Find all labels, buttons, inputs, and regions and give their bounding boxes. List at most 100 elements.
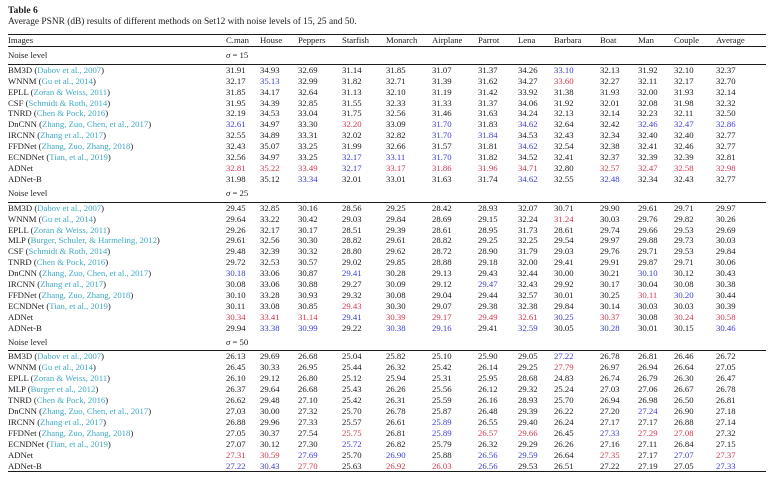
psnr-value: 29.41 <box>342 268 362 279</box>
psnr-value: 31.14 <box>298 311 318 322</box>
psnr-value: 29.91 <box>600 257 620 268</box>
psnr-value: 29.41 <box>342 311 362 322</box>
citation-link[interactable]: Gu et al., 2014 <box>41 362 93 373</box>
psnr-value: 32.66 <box>386 141 406 152</box>
column-header: Barbara <box>554 34 600 47</box>
method-row: ADNet 27.31 30.59 27.69 25.70 26.90 25.88 26.56… <box>8 450 766 461</box>
psnr-value: 25.42 <box>432 362 452 373</box>
psnr-value: 28.68 <box>518 373 538 384</box>
method-row: ADNet 32.81 35.22 33.49 32.17 33.17 31.86 31.96… <box>8 163 766 174</box>
method-cell: TNRD (Chen & Pock, 2016) <box>8 108 109 119</box>
citation-link[interactable]: Zhang et al., 2017 <box>40 416 104 427</box>
citation-link[interactable]: Burger et al., 2012 <box>30 384 96 395</box>
method-name: ECNDNet <box>8 152 45 163</box>
psnr-value: 32.14 <box>600 108 620 119</box>
citation-link[interactable]: Burger, Schuler, & Harmeling, 2012 <box>30 235 157 246</box>
citation-link[interactable]: Tian, et al., 2019 <box>49 438 108 449</box>
psnr-value: 31.98 <box>226 173 246 184</box>
citation-link[interactable]: Gu et al., 2014 <box>41 75 93 86</box>
citation-link[interactable]: Zhang, Zuo, Chen, et al., 2017 <box>42 119 149 130</box>
citation-link[interactable]: Zoran & Weiss, 2011 <box>33 86 108 97</box>
citation-link[interactable]: Chen & Pock, 2016 <box>36 257 106 268</box>
psnr-value: 30.21 <box>600 268 620 279</box>
column-header-row: Images C.man House Peppers Starfish Monarch Ai… <box>8 34 766 47</box>
citation-link[interactable]: Chen & Pock, 2016 <box>36 108 106 119</box>
method-row: ECNDNet (Tian, et al., 2019) 30.11 33.08 30… <box>8 301 766 312</box>
method-cell: ECNDNet (Tian, et al., 2019) <box>8 438 111 449</box>
psnr-value: 26.45 <box>554 427 574 438</box>
psnr-value: 32.13 <box>554 108 574 119</box>
citation-link[interactable]: Chen & Pock, 2016 <box>36 395 106 406</box>
psnr-value: 32.99 <box>298 75 318 86</box>
psnr-value: 33.30 <box>298 119 318 130</box>
citation-link[interactable]: Zhang et al., 2017 <box>40 130 104 141</box>
psnr-value: 27.70 <box>298 460 318 471</box>
psnr-value: 27.16 <box>600 438 620 449</box>
psnr-value: 26.92 <box>386 460 406 471</box>
method-name: BM3D <box>8 64 33 75</box>
psnr-value: 35.12 <box>260 173 280 184</box>
psnr-value: 26.47 <box>716 373 736 384</box>
psnr-value: 34.06 <box>518 97 538 108</box>
citation-link[interactable]: Gu et al., 2014 <box>41 213 93 224</box>
citation-link[interactable]: Zhang, Zuo, Zhang, 2018 <box>41 141 131 152</box>
psnr-value: 32.11 <box>638 75 658 86</box>
psnr-value: 29.07 <box>432 300 452 311</box>
citation-link[interactable]: Dabov et al., 2007 <box>37 351 102 362</box>
psnr-value: 32.57 <box>600 162 620 173</box>
psnr-value: 32.86 <box>716 119 736 130</box>
sigma-symbol: σ <box>226 49 231 60</box>
psnr-value: 30.30 <box>386 300 406 311</box>
citation-link[interactable]: Dabov et al., 2007 <box>37 64 102 75</box>
psnr-value: 30.85 <box>298 300 318 311</box>
psnr-value: 30.03 <box>674 300 694 311</box>
citation-link[interactable]: Zhang, Zuo, Zhang, 2018 <box>41 289 131 300</box>
citation-link[interactable]: Schmidt & Roth, 2014 <box>28 246 108 257</box>
psnr-value: 28.93 <box>478 202 498 213</box>
psnr-value: 26.45 <box>226 362 246 373</box>
psnr-value: 29.84 <box>716 246 736 257</box>
psnr-value: 30.46 <box>716 322 736 333</box>
method-row: FFDNet (Zhang, Zuo, Zhang, 2018) 32.43 35.… <box>8 141 766 152</box>
psnr-value: 32.61 <box>518 311 538 322</box>
method-cell: TNRD (Chen & Pock, 2016) <box>8 395 109 406</box>
psnr-value: 31.93 <box>600 86 620 97</box>
citation-link[interactable]: Zhang et al., 2017 <box>40 279 104 290</box>
psnr-value: 27.79 <box>554 362 574 373</box>
psnr-value: 32.10 <box>674 64 694 75</box>
citation-link[interactable]: Schmidt & Roth, 2014 <box>28 97 108 108</box>
psnr-value: 29.64 <box>260 384 280 395</box>
psnr-value: 32.37 <box>600 152 620 163</box>
method-row: FFDNet (Zhang, Zuo, Zhang, 2018) 27.05 30.… <box>8 428 766 439</box>
psnr-value: 32.33 <box>386 97 406 108</box>
citation-link[interactable]: Dabov et al., 2007 <box>37 202 102 213</box>
citation-link[interactable]: Zhang, Zuo, Chen, et al., 2017 <box>42 268 149 279</box>
citation-link[interactable]: Zoran & Weiss, 2011 <box>33 373 108 384</box>
method-row: IRCNN (Zhang et al., 2017) 30.08 33.06 30.8… <box>8 279 766 290</box>
method-name: DnCNN <box>8 268 37 279</box>
psnr-value: 30.93 <box>298 289 318 300</box>
citation-link[interactable]: Zhang, Zuo, Zhang, 2018 <box>41 427 131 438</box>
psnr-value: 29.13 <box>432 268 452 279</box>
psnr-value: 32.32 <box>716 97 736 108</box>
psnr-value: 31.70 <box>432 119 452 130</box>
citation-link[interactable]: Zoran & Weiss, 2011 <box>33 224 108 235</box>
psnr-value: 29.71 <box>674 202 694 213</box>
citation-link[interactable]: Zhang, Zuo, Chen, et al., 2017 <box>42 406 149 416</box>
method-name: EPLL <box>8 373 29 384</box>
method-cell: WNNM (Gu et al., 2014) <box>8 213 96 224</box>
psnr-value: 27.06 <box>638 384 658 395</box>
psnr-value: 26.22 <box>554 406 574 416</box>
citation-link[interactable]: Tian, et al., 2019 <box>49 152 108 163</box>
psnr-value: 25.59 <box>432 395 452 406</box>
psnr-value: 32.39 <box>260 246 280 257</box>
method-name: EPLL <box>8 86 29 97</box>
psnr-value: 31.37 <box>478 97 498 108</box>
psnr-value: 32.27 <box>600 75 620 86</box>
citation-link[interactable]: Tian, et al., 2019 <box>49 300 108 311</box>
psnr-value: 32.85 <box>260 202 280 213</box>
psnr-value: 32.56 <box>260 235 280 246</box>
psnr-value: 32.38 <box>600 141 620 152</box>
noise-level-label: Noise level <box>8 333 226 352</box>
psnr-value: 27.08 <box>674 427 694 438</box>
